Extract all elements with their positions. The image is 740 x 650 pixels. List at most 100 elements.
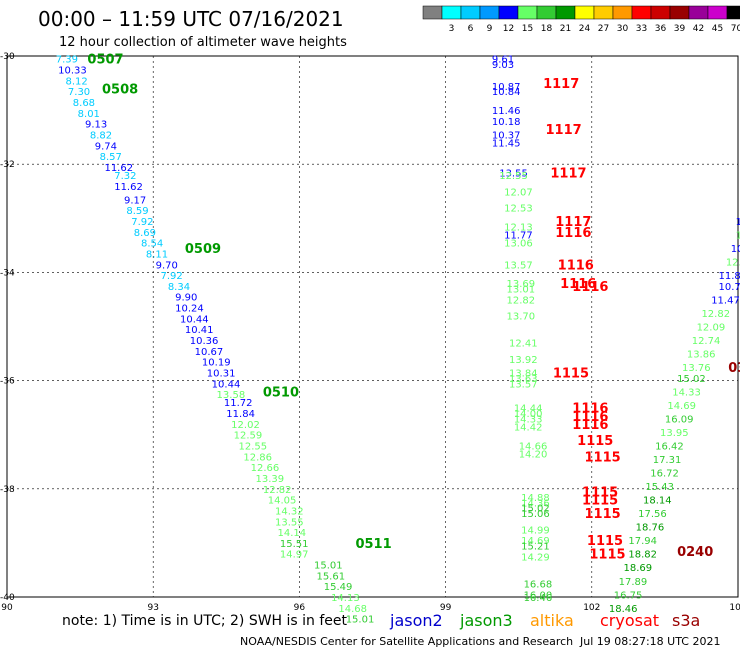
- wave-height-value: 14.33: [514, 414, 543, 425]
- wave-height-value: 17.31: [653, 455, 682, 466]
- wave-height-value: 14.44: [514, 404, 543, 415]
- pass-time-label: 1115: [584, 507, 620, 522]
- wave-height-value: 14.42: [514, 423, 543, 434]
- wave-height-value: 10.36: [190, 336, 219, 347]
- wave-height-value: 8.68: [73, 98, 95, 109]
- wave-height-value: 13.39: [256, 474, 285, 485]
- wave-height-value: 18.14: [643, 496, 672, 507]
- wave-height-value: 10.78: [719, 282, 740, 293]
- scale-swatch: [517, 5, 538, 20]
- wave-height-value: 12.82: [701, 309, 730, 320]
- x-tick-label: 99: [440, 603, 452, 613]
- pass-time-label: 1117: [543, 77, 579, 92]
- wave-height-value: 13.55: [275, 517, 304, 528]
- pass-time-label: 1116: [572, 410, 608, 425]
- wave-height-value: 13.06: [504, 239, 533, 250]
- pass-time-label: 1115: [582, 486, 618, 501]
- pass-time-label: 1115: [584, 450, 620, 465]
- y-tick-label: -36: [0, 377, 15, 387]
- wave-height-value: 7.92: [161, 271, 183, 282]
- wave-height-value: 10.67: [195, 347, 224, 358]
- x-tick-label: 93: [147, 603, 158, 613]
- wave-height-value: 12.74: [692, 336, 721, 347]
- wave-height-value: 16.09: [665, 414, 694, 425]
- wave-height-value: 11.84: [226, 409, 255, 420]
- pass-time-label: 0507: [87, 53, 123, 68]
- wave-height-value: 13.76: [682, 363, 711, 374]
- scale-label: 36: [655, 24, 667, 34]
- wave-height-value: 12.82: [263, 485, 292, 496]
- wave-height-value: 15.02: [677, 374, 706, 385]
- satellite-name: jason2: [389, 611, 443, 630]
- wave-height-value: 12.07: [504, 187, 533, 198]
- x-tick-label: 105: [729, 603, 740, 613]
- scale-swatch: [555, 5, 576, 20]
- satellite-legend: jason2 jason3 altika cryosat s3a: [389, 611, 700, 630]
- chart-title: 00:00 – 11:59 UTC 07/16/2021: [38, 7, 344, 31]
- scale-label: 42: [693, 24, 704, 34]
- y-tick-label: -40: [0, 593, 15, 603]
- scale-label: 24: [579, 24, 591, 34]
- wave-height-value: 16.72: [650, 469, 679, 480]
- wave-height-value: 16.68: [524, 579, 553, 590]
- wave-height-value: 12.55: [499, 171, 528, 182]
- scale-label: 9: [487, 24, 493, 34]
- scale-label: 18: [541, 24, 553, 34]
- wave-height-value: 15.06: [521, 509, 550, 520]
- wave-height-value: 10.37: [492, 130, 521, 141]
- wave-height-value: 10.84: [492, 87, 521, 98]
- wave-height-value: 12.66: [251, 463, 280, 474]
- pass-time-label: 1116: [572, 418, 608, 433]
- x-tick-label: 96: [294, 603, 306, 613]
- wave-height-value: 17.89: [619, 577, 648, 588]
- scale-swatch: [536, 5, 557, 20]
- wave-height-value: 11.89: [719, 271, 740, 282]
- plot-area: 90939699102105-30-32-34-36-38-407.3910.3…: [0, 52, 740, 626]
- wave-height-value: 8.82: [90, 130, 112, 141]
- wave-height-value: 10.44: [180, 314, 209, 325]
- wave-height-value: 15.21: [521, 542, 550, 553]
- wave-height-value: 13.63: [509, 374, 538, 385]
- wave-height-value: 8.59: [126, 206, 148, 217]
- pass-time-label: 1115: [587, 534, 623, 549]
- scale-label: 15: [522, 24, 533, 34]
- scale-swatch: [479, 5, 500, 20]
- pass-time-label: 1117: [555, 215, 591, 230]
- wave-height-value: 12.09: [697, 323, 726, 334]
- wave-height-value: 10.19: [202, 358, 231, 369]
- wave-height-value: 13.55: [499, 168, 528, 179]
- pass-time-label: 1115: [577, 434, 613, 449]
- wave-height-value: 15.51: [280, 539, 309, 550]
- wave-height-value: 10.4: [731, 244, 740, 255]
- wave-height-value: 15.43: [645, 482, 674, 493]
- wave-height-value: 12.41: [509, 339, 538, 350]
- scale-swatch: [460, 5, 481, 20]
- wave-height-value: 8.12: [65, 76, 87, 87]
- scale-swatch: [669, 5, 690, 20]
- wave-height-value: 11.46: [492, 106, 521, 117]
- wave-height-value: 14.66: [519, 442, 548, 453]
- wave-height-value: 10.87: [492, 82, 521, 93]
- wave-height-value: 9.17: [124, 195, 146, 206]
- wave-height-value: 10.41: [185, 325, 214, 336]
- wave-height-value: 8.01: [78, 109, 100, 120]
- wave-height-value: 13.69: [507, 279, 536, 290]
- wave-height-value: 10.44: [212, 379, 241, 390]
- wave-height-value: 7.30: [68, 87, 90, 98]
- wave-height-value: 14.69: [521, 536, 550, 547]
- scale-swatch: [422, 5, 443, 20]
- wave-height-value: 7.32: [114, 171, 136, 182]
- wave-height-value: 7.39: [56, 55, 78, 66]
- y-tick-label: -30: [0, 52, 15, 62]
- wave-height-value: 12.1: [726, 258, 740, 269]
- pass-time-label: 0510: [263, 385, 299, 400]
- wave-height-value: 14.13: [331, 593, 360, 604]
- wave-height-value: 16.46: [524, 593, 553, 604]
- wave-height-value: 11.47: [711, 295, 740, 306]
- wave-height-value: 8.11: [146, 249, 168, 260]
- wave-height-value: 7.92: [131, 217, 153, 228]
- wave-height-value: 16.75: [614, 590, 643, 601]
- pass-time-label: 1115: [553, 366, 589, 381]
- wave-height-value: 14.20: [519, 450, 548, 461]
- wave-height-value: 14.29: [521, 552, 550, 563]
